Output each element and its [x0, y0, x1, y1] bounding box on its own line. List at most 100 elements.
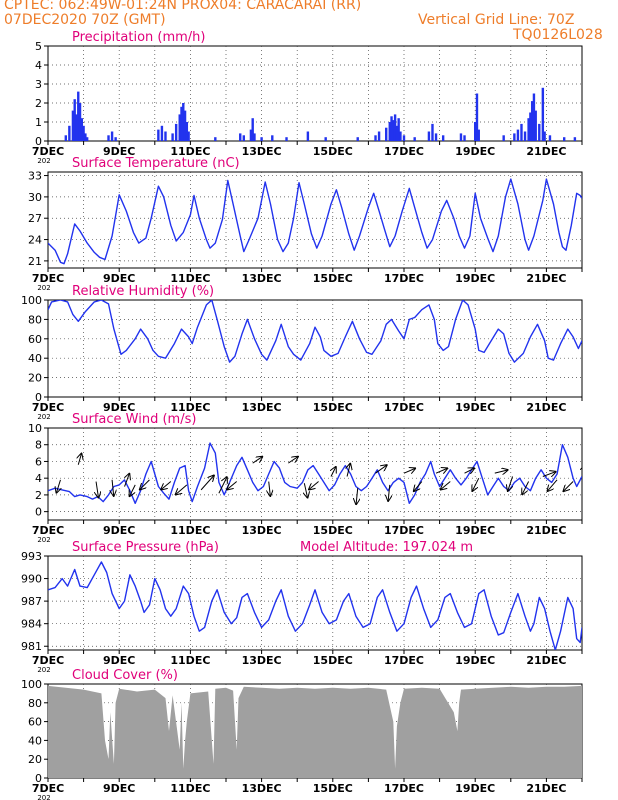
precip-bar: [178, 114, 181, 141]
wind-arrow: [414, 481, 423, 492]
x-tick-label: 9DEC: [103, 654, 135, 667]
precip-bar: [431, 123, 434, 141]
panel-title: Relative Humidity (%): [72, 284, 214, 299]
wind-arrow: [522, 481, 530, 495]
precip-bar: [180, 106, 183, 141]
y-tick-label: 981: [21, 640, 42, 653]
x-tick-label: 11DEC: [170, 524, 210, 537]
wind-arrow: [356, 488, 358, 504]
wind-line: [48, 442, 582, 504]
y-tick-label: 100: [21, 294, 42, 307]
y-tick-label: 40: [28, 734, 42, 747]
panel-cloud: 0 20 40 60 80 100 7DEC 9DEC 11DEC 13DEC 15DEC 17DEC…: [21, 668, 583, 800]
plot-area: [48, 685, 582, 778]
panel-title: Cloud Cover (%): [72, 668, 178, 683]
x-tick-label: 17DEC: [384, 145, 424, 158]
wind-arrow: [388, 484, 390, 501]
precip-bar: [516, 129, 520, 141]
wind-arrow: [269, 481, 271, 496]
x-tick-label: 7DEC: [32, 782, 64, 795]
precip-bar: [374, 135, 377, 141]
precip-bar: [393, 114, 397, 141]
y-tick-label: 8: [35, 439, 42, 452]
precip-bar: [541, 87, 545, 141]
wind-arrow: [200, 475, 214, 491]
precip-bar: [107, 135, 110, 141]
precip-bar: [75, 114, 78, 141]
panel-pressure: 981 984 987 990 993 7DEC 9DEC 11DEC 13DEC 15DEC 17…: [21, 540, 583, 674]
wind-arrow: [218, 477, 227, 494]
precip-bar: [538, 123, 541, 141]
y-tick-label: 21: [28, 255, 42, 268]
wind-arrow: [435, 468, 447, 473]
x-year-prefix: 202: [37, 157, 50, 165]
x-tick-label: 13DEC: [242, 145, 282, 158]
precip-bar: [402, 135, 406, 141]
precip-bar: [527, 118, 530, 141]
x-tick-label: 19DEC: [455, 782, 495, 795]
x-tick-label: 11DEC: [170, 145, 210, 158]
rh-line: [48, 300, 582, 363]
plot-area: [48, 442, 582, 504]
x-tick-label: 17DEC: [384, 401, 424, 414]
x-tick-label: 7DEC: [32, 401, 64, 414]
x-tick-label: 21DEC: [526, 782, 566, 795]
precip-bar: [114, 137, 117, 141]
x-tick-label: 19DEC: [455, 272, 495, 285]
precip-bar: [78, 103, 82, 141]
precip-bar: [253, 133, 256, 141]
y-tick-label: 20: [28, 753, 42, 766]
panel-title: Precipitation (mm/h): [72, 30, 205, 45]
x-tick-label: 9DEC: [103, 524, 135, 537]
wind-arrow: [161, 481, 172, 490]
precip-bar: [68, 125, 71, 141]
x-tick-label: 15DEC: [313, 401, 353, 414]
wind-arrow: [464, 468, 475, 473]
x-year-prefix: 202: [37, 666, 50, 674]
wind-arrow: [375, 465, 387, 474]
precip-bar: [251, 118, 254, 141]
plot-area: [48, 561, 582, 650]
precip-bar: [260, 137, 263, 141]
panel-frame: [47, 45, 583, 142]
y-tick-label: 40: [28, 352, 42, 365]
precip-bar: [164, 131, 167, 141]
x-tick-label: 17DEC: [384, 524, 424, 537]
y-tick-label: 2: [35, 97, 42, 110]
x-tick-label: 19DEC: [455, 524, 495, 537]
y-tick-label: 10: [28, 422, 42, 435]
y-tick-label: 2: [35, 489, 42, 502]
wind-arrow: [112, 479, 114, 496]
precip-bar: [532, 93, 536, 141]
y-tick-label: 993: [21, 550, 42, 563]
panel-annotation: Model Altitude: 197.024 m: [300, 540, 473, 555]
wind-arrow: [309, 481, 319, 490]
precip-bar: [242, 135, 245, 141]
precip-bar: [502, 135, 505, 141]
x-tick-label: 7DEC: [32, 272, 64, 285]
x-tick-label: 13DEC: [242, 654, 282, 667]
wind-arrow: [140, 479, 150, 490]
wind-arrow: [403, 468, 415, 473]
x-tick-label: 13DEC: [242, 782, 282, 795]
x-tick-label: 9DEC: [103, 782, 135, 795]
precip-bar: [249, 129, 253, 141]
x-tick-label: 19DEC: [455, 145, 495, 158]
precip-bar: [543, 131, 546, 141]
panel-frame: [47, 171, 583, 269]
panel-title: Surface Pressure (hPa): [72, 540, 219, 555]
precip-bar: [523, 131, 527, 141]
y-tick-label: 0: [35, 506, 42, 519]
precip-bar: [463, 135, 466, 141]
x-tick-label: 7DEC: [32, 145, 64, 158]
y-tick-label: 4: [35, 59, 42, 72]
x-tick-label: 11DEC: [170, 654, 210, 667]
precip-bar: [183, 110, 187, 141]
x-tick-label: 17DEC: [384, 782, 424, 795]
precip-bar: [187, 131, 190, 141]
x-tick-label: 17DEC: [384, 272, 424, 285]
panel-title: Surface Temperature (nC): [72, 156, 240, 171]
date-line: 07DEC2020 70Z (GMT): [4, 12, 166, 28]
y-tick-label: 60: [28, 716, 42, 729]
precip-bar: [324, 137, 327, 141]
